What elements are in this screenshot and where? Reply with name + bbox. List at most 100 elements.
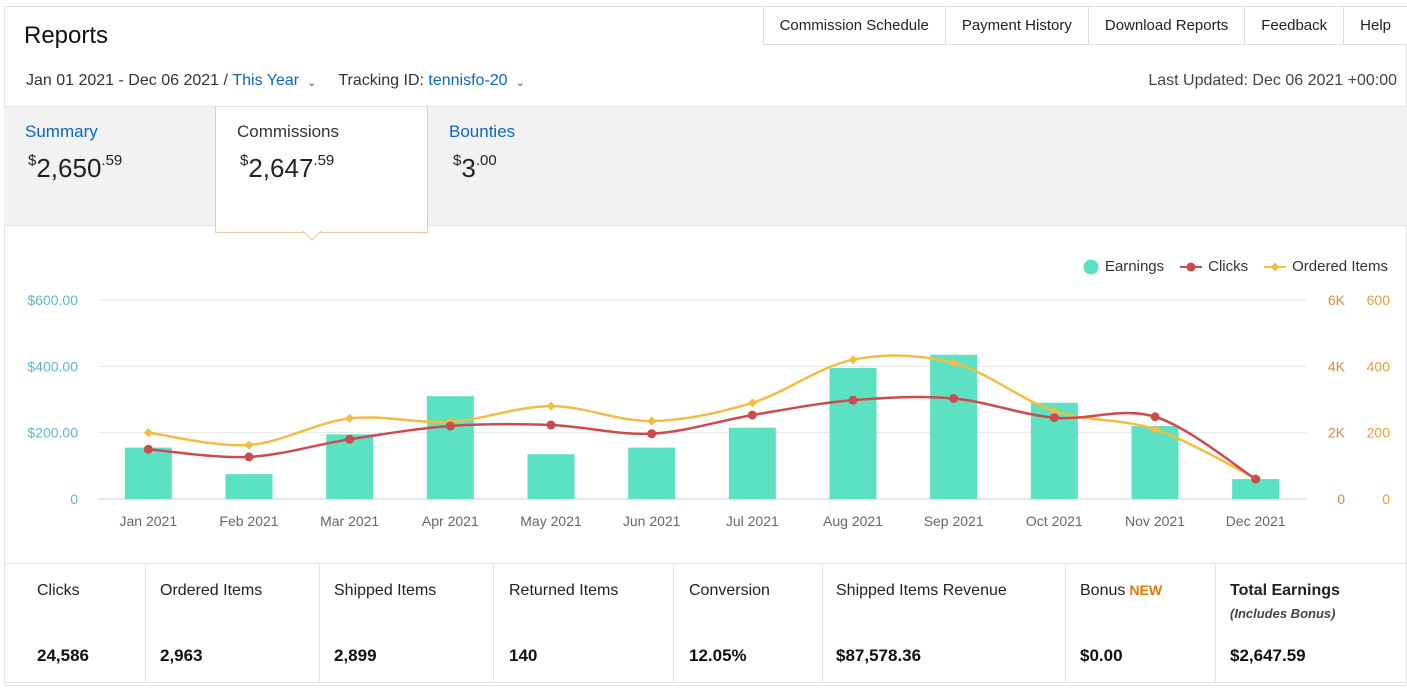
- stat-total-earnings: Total Earnings (Includes Bonus) $2,647.5…: [1216, 564, 1407, 682]
- y-tick-right-ordered: 600: [1367, 292, 1391, 308]
- point-clicks: [445, 421, 455, 431]
- x-tick-label: Feb 2021: [219, 513, 278, 529]
- x-tick-label: Aug 2021: [823, 513, 883, 529]
- chevron-down-icon[interactable]: ⌄: [515, 76, 525, 89]
- period-dropdown[interactable]: This Year: [232, 72, 300, 89]
- x-tick-label: Mar 2021: [320, 513, 379, 529]
- bar-earnings: [326, 434, 374, 499]
- legend-earnings[interactable]: Earnings: [1083, 258, 1164, 275]
- point-ordered-items: [1049, 406, 1059, 416]
- help-link[interactable]: Help: [1343, 7, 1407, 45]
- point-ordered-items: [143, 428, 153, 438]
- x-tick-label: Dec 2021: [1226, 513, 1286, 529]
- point-ordered-items: [1150, 424, 1160, 434]
- line-clicks: [148, 395, 1257, 481]
- point-clicks: [747, 410, 757, 420]
- tab-summary[interactable]: Summary $2,650.59: [4, 107, 215, 227]
- top-nav: Commission Schedule Payment History Down…: [762, 6, 1407, 45]
- x-tick-label: May 2021: [520, 513, 582, 529]
- bar-earnings: [225, 474, 273, 499]
- legend-clicks[interactable]: Clicks: [1180, 258, 1248, 275]
- legend-ordered-items-label: Ordered Items: [1292, 258, 1388, 275]
- point-clicks: [345, 434, 355, 444]
- commission-schedule-link[interactable]: Commission Schedule: [762, 7, 945, 45]
- x-tick-label: Sep 2021: [924, 513, 984, 529]
- point-clicks: [1150, 412, 1160, 422]
- stat-value: $2,647.59: [1230, 646, 1306, 665]
- tab-commissions-label: Commissions: [237, 122, 340, 141]
- stat-value: $0.00: [1080, 646, 1123, 665]
- tab-bounties-value: $3.00: [453, 152, 497, 183]
- summary-tabs: Summary $2,650.59 Commissions $2,647.59 …: [4, 106, 1407, 233]
- point-ordered-items: [747, 398, 757, 408]
- bar-earnings: [628, 447, 676, 499]
- stat-label: Shipped Items: [334, 582, 437, 599]
- point-ordered-items: [345, 413, 355, 423]
- stat-value: $87,578.36: [836, 646, 922, 665]
- bar-earnings: [124, 447, 172, 499]
- stat-label: Returned Items: [509, 582, 619, 599]
- point-clicks: [848, 395, 858, 405]
- y-tick-right-clicks: 2K: [1328, 425, 1346, 441]
- y-tick-right-ordered: 400: [1367, 358, 1391, 374]
- earnings-dot-icon: [1083, 259, 1099, 274]
- page-title: Reports: [24, 22, 109, 49]
- earnings-chart: 0 $200.00 $400.00 $600.00 0 2K 4K 6K 0 200 400 600 J…: [27, 292, 1391, 529]
- tab-summary-label: Summary: [25, 122, 98, 141]
- stat-clicks: Clicks 24,586: [4, 564, 146, 682]
- tracking-id-label: Tracking ID:: [338, 72, 429, 89]
- x-tick-label: Nov 2021: [1125, 513, 1185, 529]
- tab-commissions-value: $2,647.59: [240, 152, 335, 183]
- ordered-items-line-icon: [1264, 262, 1287, 271]
- last-updated: Last Updated: Dec 06 2021 +00:00: [1148, 72, 1397, 89]
- y-tick-left: $400.00: [27, 358, 78, 374]
- stat-label: Conversion: [689, 582, 770, 599]
- y-tick-left: $600.00: [27, 292, 78, 308]
- feedback-link[interactable]: Feedback: [1244, 7, 1344, 45]
- x-tick-label: Apr 2021: [422, 513, 479, 529]
- tracking-id-dropdown[interactable]: tennisfo-20: [428, 72, 508, 89]
- stat-sub-label: (Includes Bonus): [1230, 606, 1336, 621]
- y-tick-left: $200.00: [27, 425, 78, 441]
- download-reports-link[interactable]: Download Reports: [1087, 7, 1245, 45]
- bar-earnings: [728, 427, 776, 499]
- bar-earnings: [1232, 479, 1280, 499]
- y-tick-right-ordered: 0: [1382, 491, 1390, 507]
- point-ordered-items: [949, 358, 959, 368]
- date-range: Jan 01 2021 - Dec 06 2021 /: [26, 72, 233, 89]
- y-tick-left: 0: [70, 491, 78, 507]
- legend-ordered-items[interactable]: Ordered Items: [1264, 258, 1388, 275]
- filter-row: Jan 01 2021 - Dec 06 2021 / This Year ⌄ …: [26, 72, 525, 90]
- stat-label: Ordered Items: [160, 582, 263, 599]
- point-clicks: [1251, 474, 1261, 484]
- point-clicks: [546, 420, 556, 430]
- y-tick-right-clicks: 6K: [1328, 292, 1346, 308]
- bar-earnings: [829, 367, 877, 499]
- x-tick-label: Oct 2021: [1026, 513, 1083, 529]
- stat-returned-items: Returned Items 140: [494, 564, 674, 682]
- stat-value: 2,963: [160, 646, 203, 665]
- x-tick-label: Jul 2021: [726, 513, 779, 529]
- tab-commissions[interactable]: Commissions $2,647.59: [215, 107, 428, 233]
- x-tick-label: Jun 2021: [623, 513, 681, 529]
- point-clicks: [949, 394, 959, 404]
- point-ordered-items: [244, 440, 254, 450]
- stat-value: 140: [509, 646, 538, 665]
- point-clicks: [244, 452, 254, 462]
- stat-conversion: Conversion 12.05%: [674, 564, 823, 682]
- legend-clicks-label: Clicks: [1208, 258, 1249, 275]
- chevron-down-icon[interactable]: ⌄: [307, 76, 317, 89]
- stat-ordered-items: Ordered Items 2,963: [146, 564, 320, 682]
- y-tick-right-ordered: 200: [1367, 425, 1391, 441]
- point-ordered-items: [546, 401, 556, 411]
- stat-label: Bonus NEW: [1080, 582, 1163, 599]
- stat-shipped-revenue: Shipped Items Revenue $87,578.36: [823, 564, 1066, 682]
- x-tick-label: Jan 2021: [120, 513, 178, 529]
- stat-shipped-items: Shipped Items 2,899: [320, 564, 494, 682]
- stats-row: Clicks 24,586 Ordered Items 2,963 Shippe…: [4, 563, 1407, 683]
- point-clicks: [143, 444, 153, 454]
- payment-history-link[interactable]: Payment History: [944, 7, 1088, 45]
- tab-bounties[interactable]: Bounties $3.00: [445, 107, 645, 227]
- bar-earnings: [426, 396, 474, 499]
- stat-value: 24,586: [37, 646, 89, 665]
